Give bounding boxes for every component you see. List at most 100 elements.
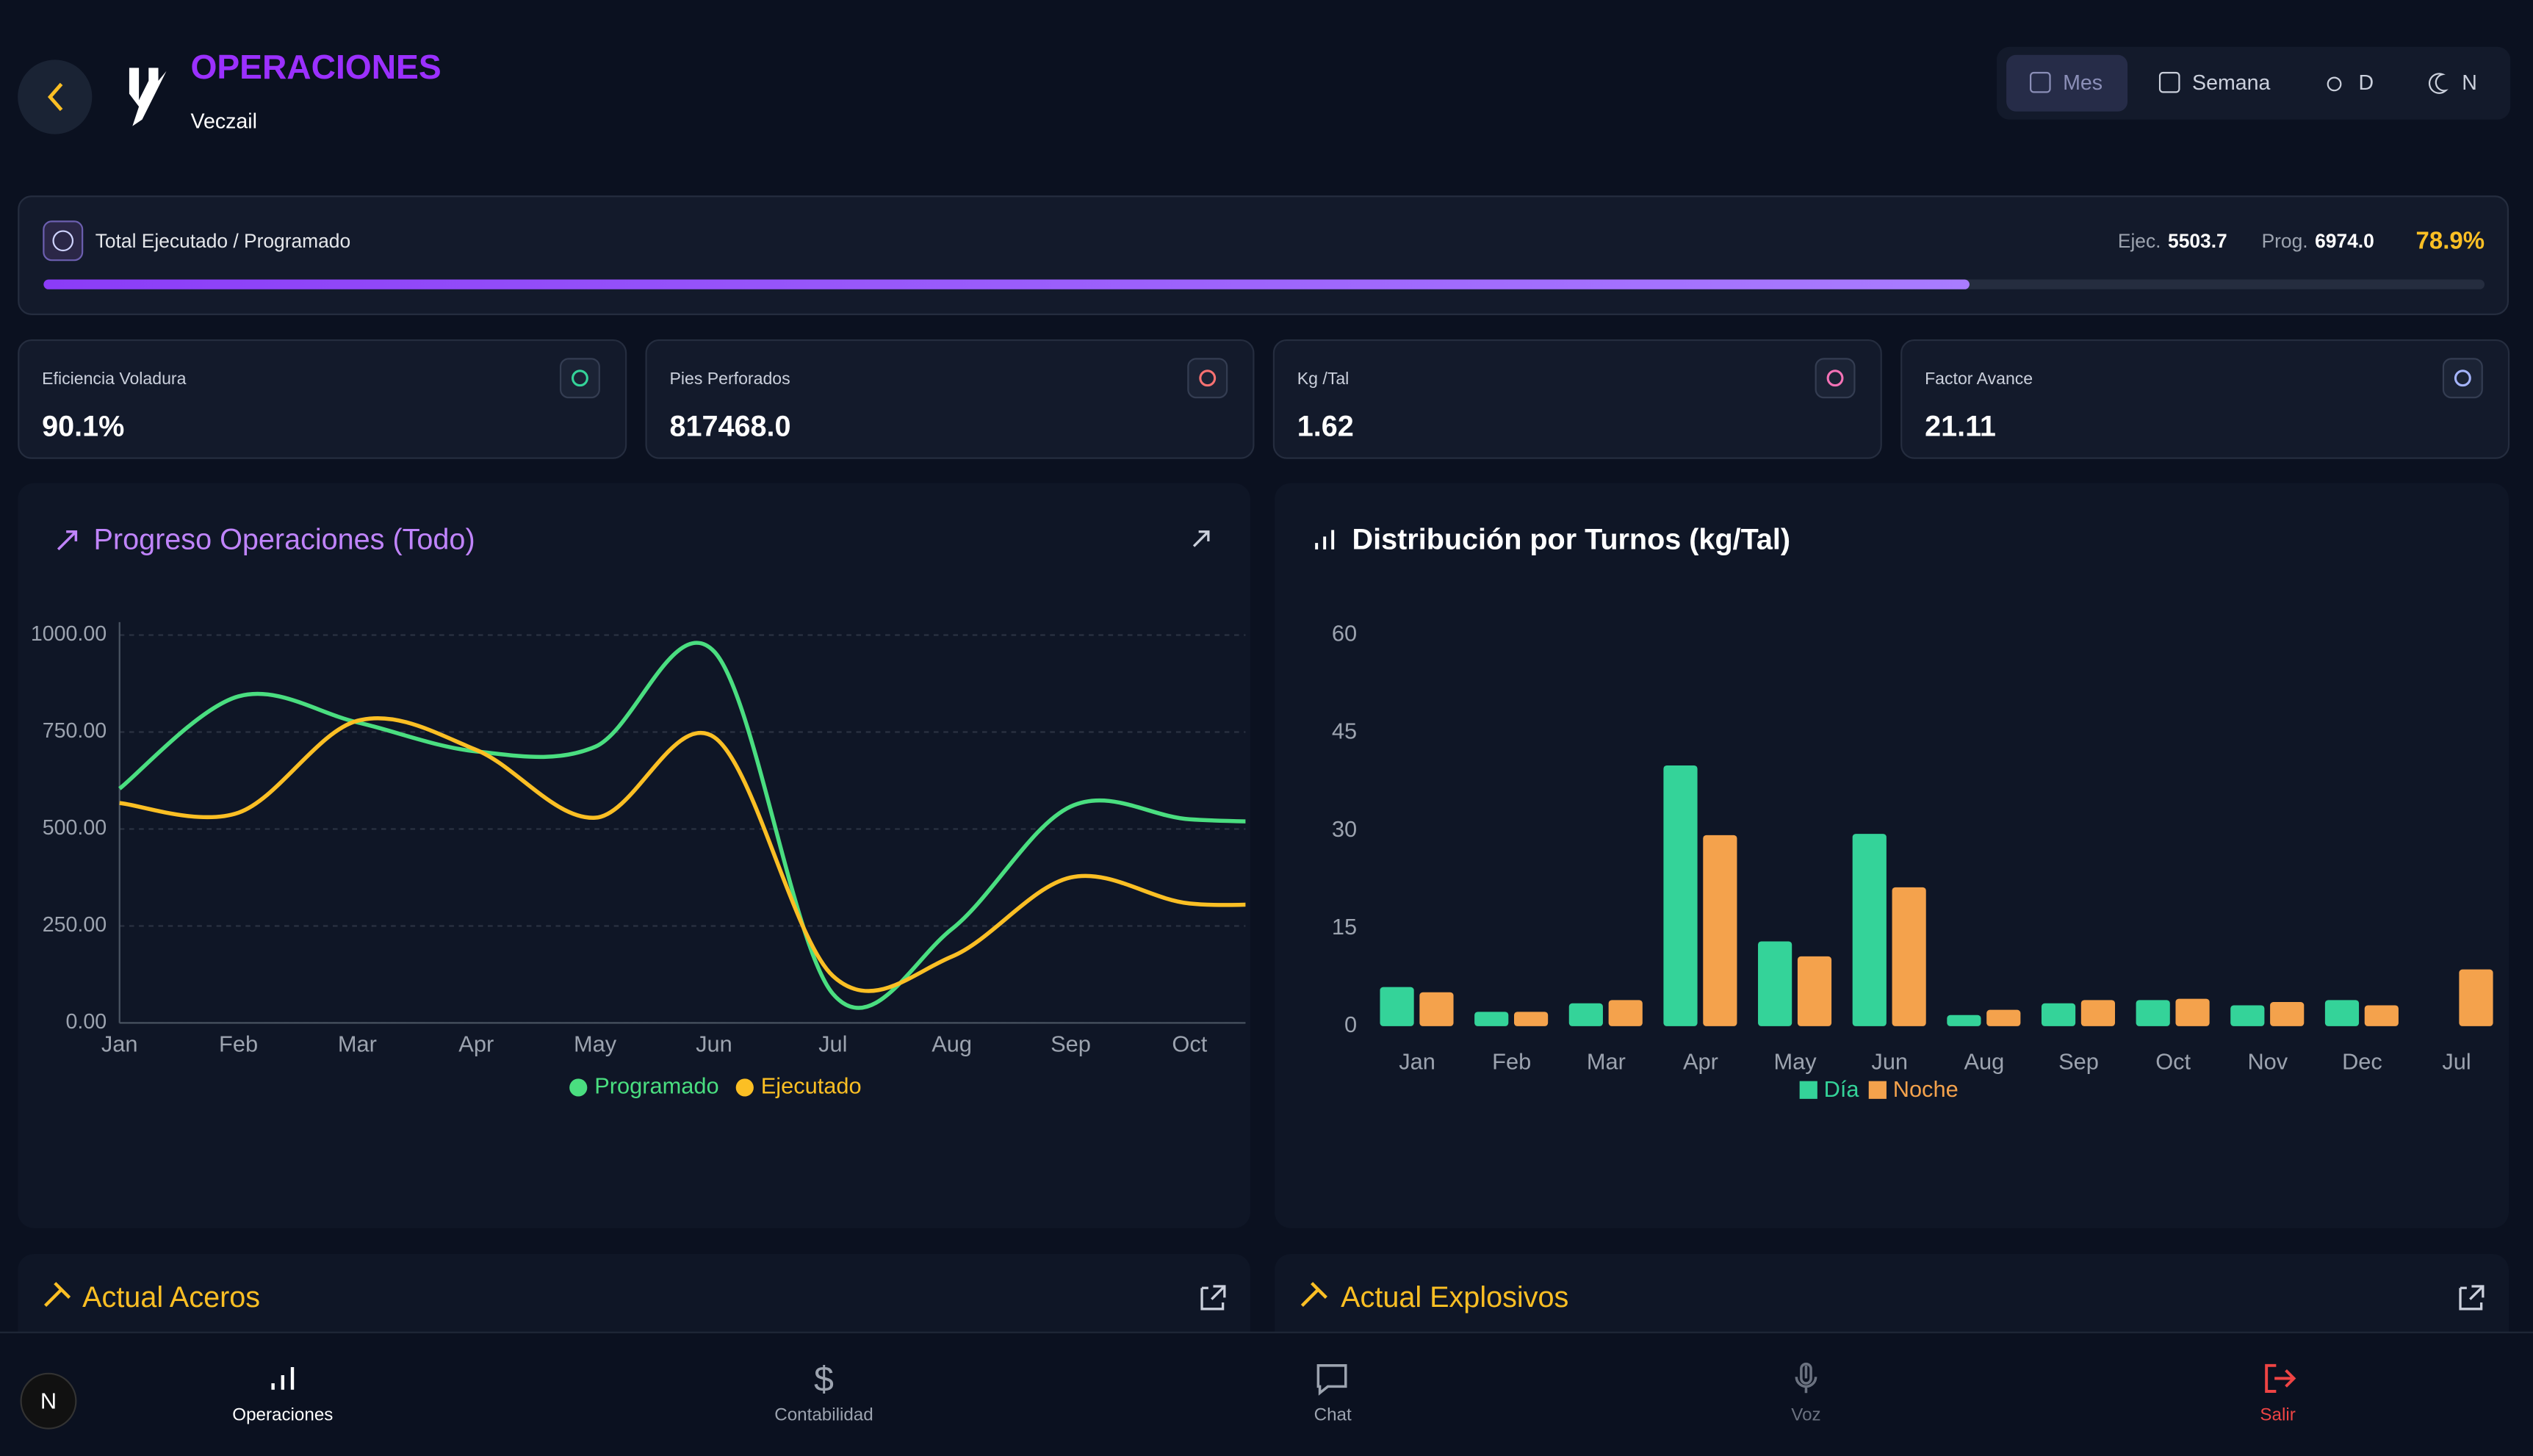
toggle[interactable]: Mes xyxy=(2063,71,2103,95)
progress-fill xyxy=(43,279,1970,289)
kpi-icon-glyph xyxy=(1826,370,1844,387)
nav-item[interactable]: Contabilidad xyxy=(774,1405,873,1424)
legend-marker xyxy=(1868,1081,1887,1099)
bar xyxy=(2080,1000,2116,1026)
bar xyxy=(2175,998,2210,1026)
y-tick-label: 30 xyxy=(1332,816,1357,842)
chart-title: Progreso Operaciones (Todo) xyxy=(94,523,475,555)
bar xyxy=(1474,1012,1509,1026)
open-icon[interactable] xyxy=(2459,1285,2485,1311)
expand-icon[interactable] xyxy=(1192,530,1210,547)
x-tick-label: May xyxy=(1774,1049,1817,1075)
sun-icon xyxy=(2327,76,2342,92)
bar xyxy=(1797,956,1832,1026)
y-tick-label: 0.00 xyxy=(66,1010,107,1034)
x-tick-label: Feb xyxy=(1492,1049,1531,1075)
bar xyxy=(2041,1003,2076,1026)
x-tick-label: Jul xyxy=(2442,1049,2471,1075)
legend-label: Noche xyxy=(1893,1076,1959,1102)
section-card xyxy=(1274,1254,2509,1352)
bar xyxy=(1892,887,1926,1026)
subtitle: Veczail xyxy=(190,110,257,134)
legend-marker xyxy=(569,1078,588,1097)
bar xyxy=(1947,1014,1981,1026)
kpi-label: Pies Perforados xyxy=(669,369,790,388)
line-chart: 0.00 250.00 500.00 750.00 1000.00 Jan Feb Mar Ap… xyxy=(31,621,1246,1099)
progress-label: Total Ejecutado / Programado xyxy=(96,230,350,252)
kpi-icon xyxy=(1815,358,1856,399)
ejec-label: Ejec. xyxy=(2118,230,2161,252)
trend-icon xyxy=(57,530,78,551)
kpi-label: Factor Avance xyxy=(1925,369,2033,388)
avatar[interactable] xyxy=(20,1372,77,1430)
back-button[interactable] xyxy=(18,60,93,134)
bar xyxy=(2136,1000,2170,1026)
x-tick-label: Oct xyxy=(1172,1031,1207,1056)
nav-icon xyxy=(1316,1364,1347,1396)
y-tick-label: 500.00 xyxy=(43,816,107,840)
bar xyxy=(2459,969,2493,1026)
nav-icon: $ xyxy=(814,1360,834,1399)
bar xyxy=(1568,1003,1603,1026)
bar xyxy=(1513,1012,1549,1026)
nav-item[interactable]: Salir xyxy=(2260,1405,2295,1424)
toggle-active[interactable] xyxy=(2006,54,2128,112)
nav-item[interactable]: Voz xyxy=(1791,1405,1820,1424)
y-tick-label: 60 xyxy=(1332,621,1357,646)
bar xyxy=(2364,1005,2399,1026)
prog-label: Prog. xyxy=(2262,230,2308,252)
section-title: Actual Explosivos xyxy=(1341,1281,1568,1313)
back-icon xyxy=(47,82,63,112)
series-line xyxy=(119,716,1246,993)
y-tick-label: 750.00 xyxy=(43,719,107,743)
nav-icon xyxy=(1800,1362,1812,1385)
bar xyxy=(1608,1000,1643,1026)
calendar-icon xyxy=(2158,71,2180,93)
section-card xyxy=(18,1254,1251,1352)
hammer-icon xyxy=(1300,1282,1327,1307)
nav-icon xyxy=(1795,1365,1817,1394)
toggle[interactable]: Semana xyxy=(2192,71,2271,95)
x-tick-label: Jul xyxy=(818,1031,847,1056)
toggle[interactable]: D xyxy=(2359,71,2374,95)
bar xyxy=(1986,1009,2021,1026)
nav-icon xyxy=(271,1367,295,1390)
kpi-icon-glyph xyxy=(1199,370,1217,387)
avatar-letter: N xyxy=(40,1388,57,1414)
hammer-icon xyxy=(44,1282,71,1307)
x-tick-label: Apr xyxy=(1683,1049,1718,1075)
plot xyxy=(118,641,1246,1010)
series-line xyxy=(118,641,1246,1010)
kpi-card xyxy=(18,339,627,459)
bar xyxy=(2324,1000,2360,1026)
bar xyxy=(2230,1005,2265,1026)
x-tick-label: Sep xyxy=(2058,1049,2099,1075)
progress-icon-box xyxy=(43,220,84,262)
nav-item[interactable]: Operaciones xyxy=(232,1405,333,1424)
kpi-value: 90.1% xyxy=(42,410,124,442)
legend-label: Día xyxy=(1824,1076,1860,1102)
y-tick-label: 45 xyxy=(1332,718,1357,744)
open-icon[interactable] xyxy=(1200,1285,1226,1311)
x-tick-label: Sep xyxy=(1051,1031,1091,1056)
bar xyxy=(1663,765,1698,1026)
bar xyxy=(2270,1002,2305,1026)
nav-item[interactable]: Chat xyxy=(1314,1405,1352,1424)
progress-card xyxy=(18,195,2509,315)
nav-icon xyxy=(2265,1363,2296,1393)
kpi-card xyxy=(1272,339,1882,459)
y-tick-label: 1000.00 xyxy=(31,622,107,646)
calendar-icon xyxy=(2030,71,2051,93)
x-tick-label: Jun xyxy=(1871,1049,1908,1075)
moon-icon xyxy=(2428,73,2449,94)
kpi-icon xyxy=(1187,358,1228,399)
y-tick-label: 15 xyxy=(1332,914,1357,940)
legend-marker xyxy=(1799,1081,1817,1099)
kpi-card xyxy=(1900,339,2510,459)
kpi-icon xyxy=(2442,358,2483,399)
toggle[interactable]: N xyxy=(2462,71,2477,95)
kpi-row: Eficiencia Voladura 90.1% Pies Perforados 8… xyxy=(18,339,2510,459)
x-tick-label: Oct xyxy=(2155,1049,2191,1075)
